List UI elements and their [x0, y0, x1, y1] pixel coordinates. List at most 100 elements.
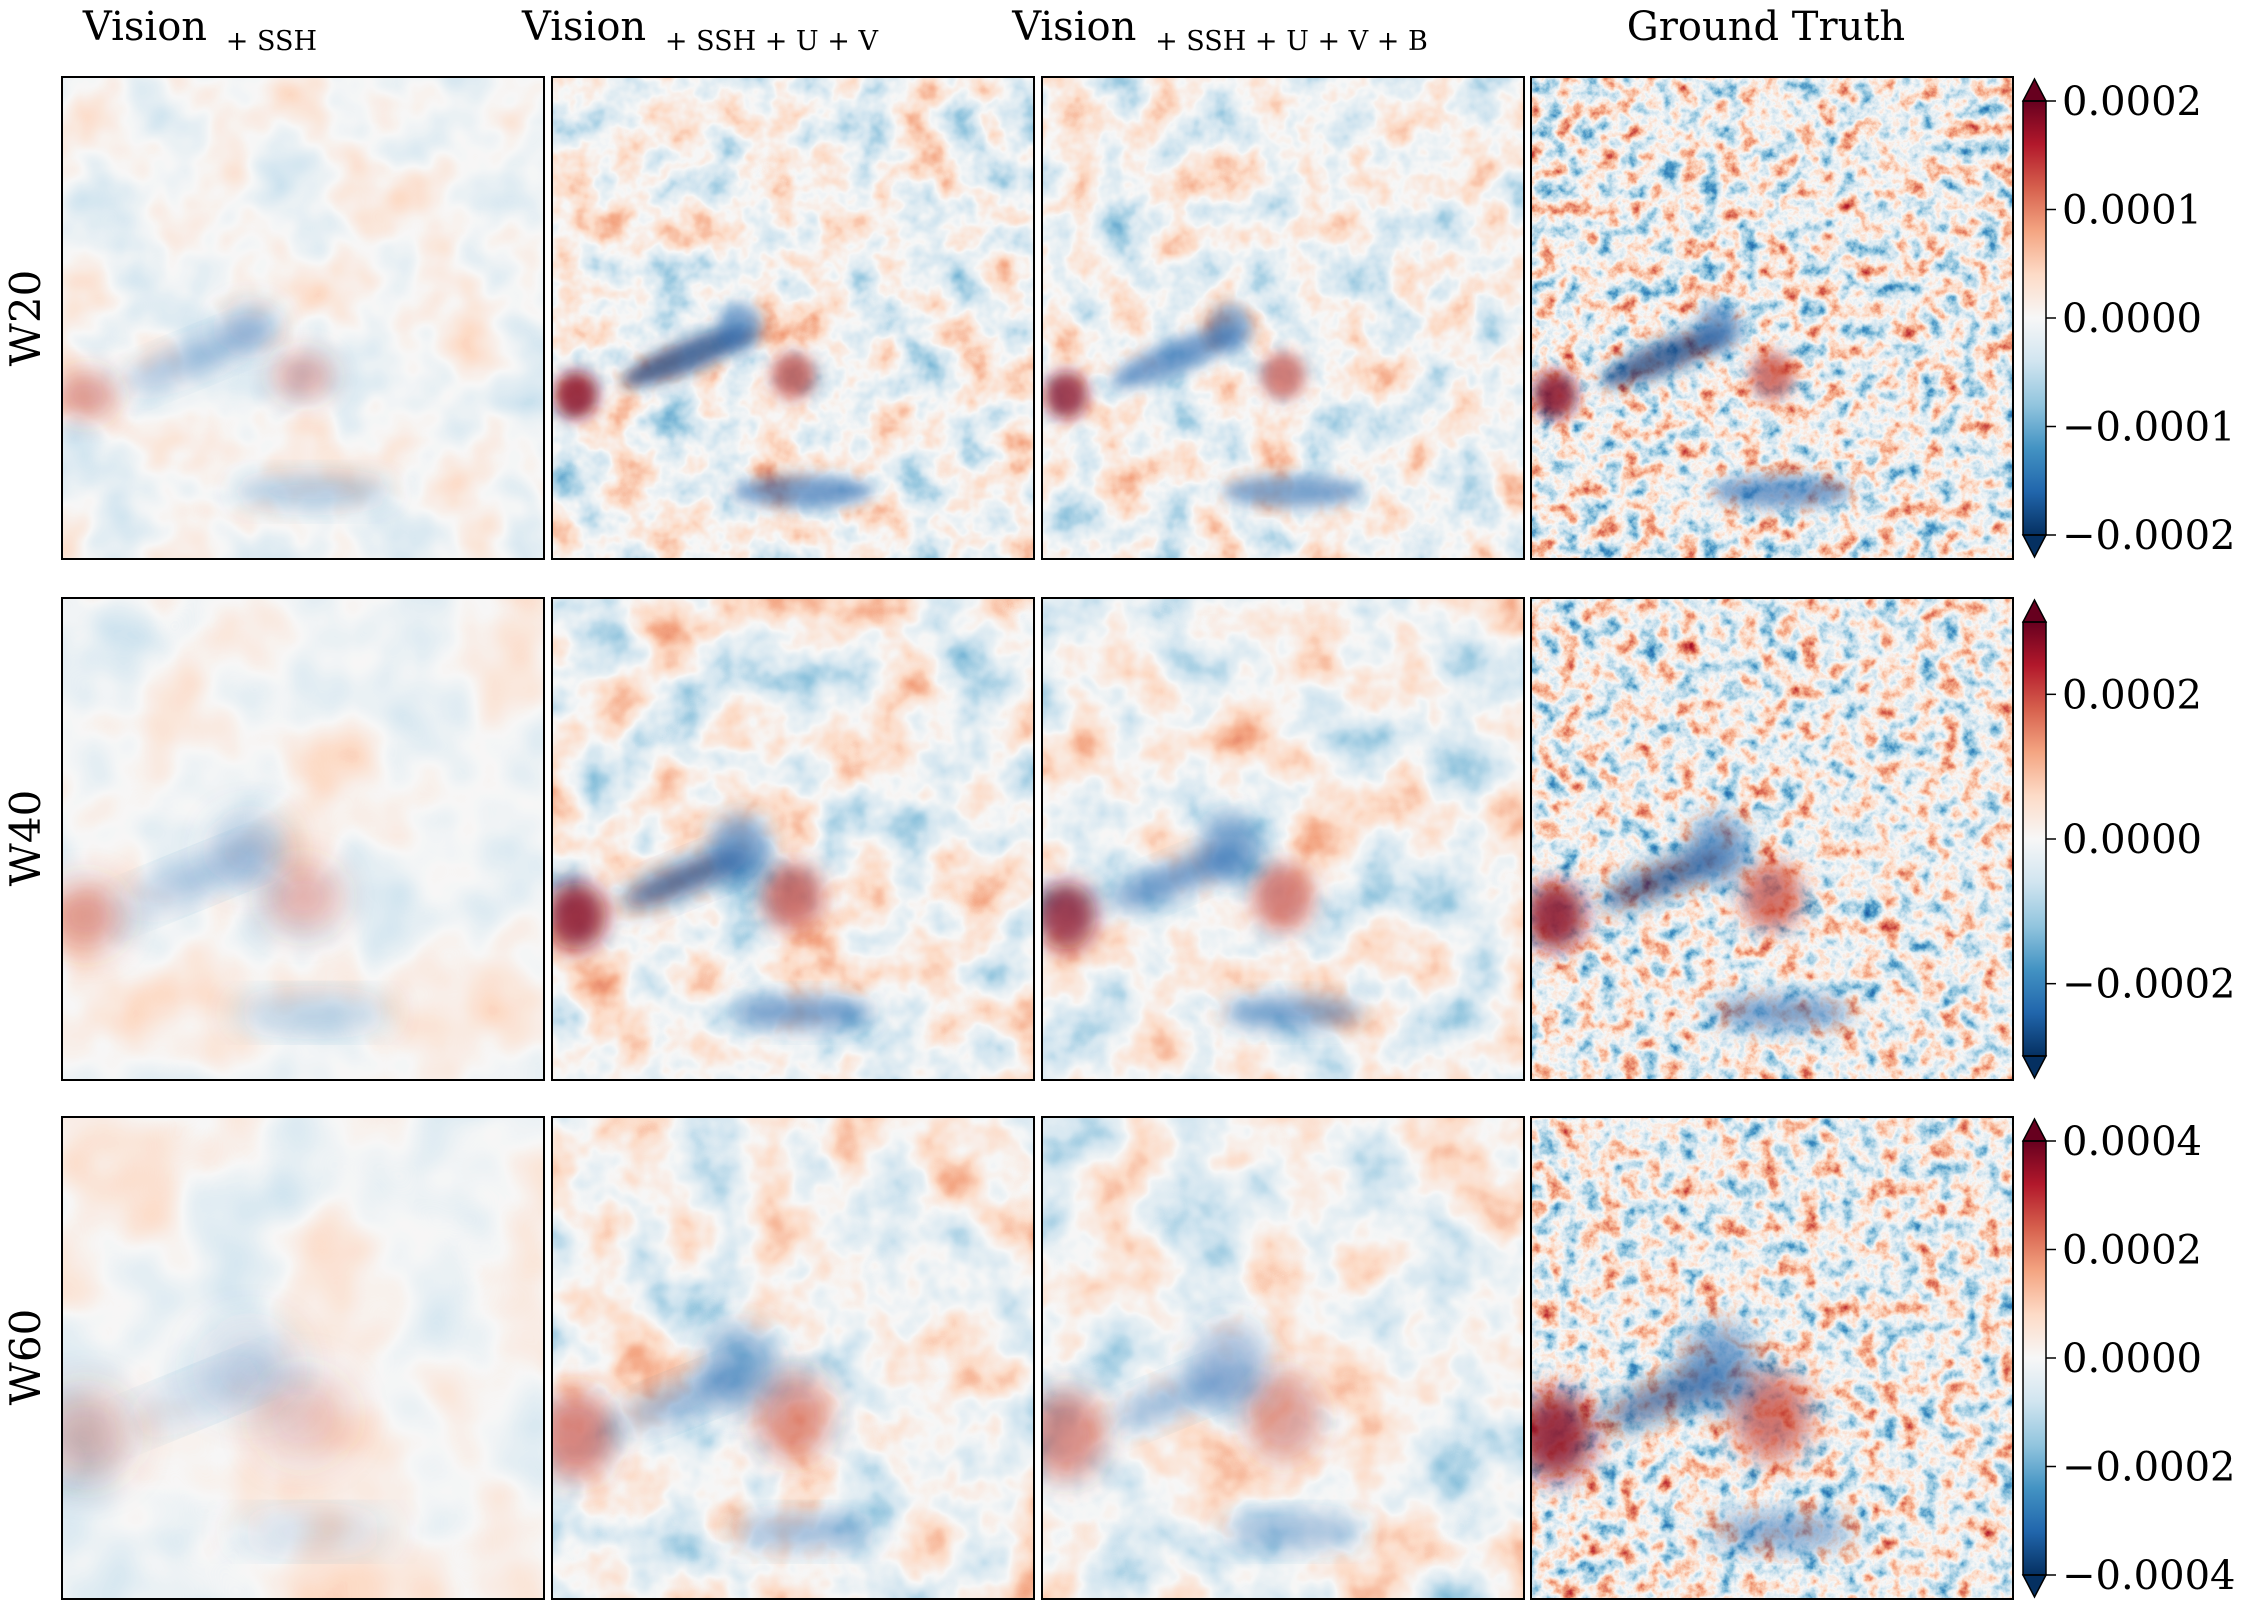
colorbar-extend-bottom [2021, 1055, 2048, 1080]
column-title-1-base: Vision [82, 4, 207, 50]
field-feature-eddy-west [552, 882, 607, 951]
column-title-3-sub: + SSH + U + V + B [1155, 26, 1428, 57]
field-feature-eddy-west [552, 1391, 615, 1480]
field-feature-filament-center [273, 351, 333, 400]
field-feature-eddy-west [1533, 371, 1578, 420]
field-feature-low-center [1688, 814, 1749, 883]
field-feature-low-center [709, 814, 770, 883]
panel-frame [61, 1116, 545, 1600]
colorbar-extend-top [2021, 77, 2048, 102]
colorbar-tick-label: −0.0002 [2062, 1445, 2235, 1491]
field-feature-trough-south [1222, 996, 1363, 1029]
field-feature-trough-south [732, 475, 873, 508]
panel-frame [61, 76, 545, 560]
field-feature-front-band [1111, 326, 1243, 387]
colorbar-gradient [2023, 101, 2046, 535]
column-title-2: Vision + SSH + U + V [521, 4, 878, 57]
colorbar-tick-label: 0.0000 [2062, 817, 2202, 863]
column-title-2-sub: + SSH + U + V [665, 26, 879, 57]
field-feature-trough-south [234, 996, 391, 1029]
panel-frame [1041, 1116, 1525, 1600]
panel-frame [1530, 76, 2014, 560]
field-feature-low-center [219, 303, 280, 352]
field-feature-trough-south [732, 996, 873, 1029]
colorbar-extend-bottom [2021, 1574, 2048, 1599]
field-feature-filament-center [755, 1371, 831, 1460]
row-label-1: W20 [1, 270, 50, 367]
field-feature-trough-south [1222, 1515, 1363, 1548]
panel-r1-c3 [1041, 76, 1525, 560]
field-feature-low-center [1680, 1323, 1757, 1412]
field-feature-filament-center [1261, 351, 1305, 400]
panel-frame [1041, 597, 1525, 1081]
colorbar-tick-label: −0.0002 [2062, 962, 2235, 1008]
field-feature-eddy-west [554, 371, 599, 420]
field-feature-front-band [1600, 326, 1732, 387]
field-feature-low-center [1207, 303, 1252, 352]
colorbar-tick-label: 0.0001 [2062, 188, 2202, 234]
column-title-1-sub: + SSH [226, 26, 317, 57]
panel-frame [1041, 76, 1525, 560]
panel-r3-c4 [1530, 1116, 2014, 1600]
field-feature-low-center [211, 814, 288, 883]
panel-r2-c1 [61, 597, 545, 1081]
colorbar-row-2: 0.0002 0.0000 −0.0002 [2021, 598, 2235, 1080]
column-title-3: Vision + SSH + U + V + B [1011, 4, 1428, 57]
field-feature-eddy-west [62, 882, 125, 951]
field-feature-trough-south [1711, 1515, 1852, 1548]
panel-frame [551, 597, 1035, 1081]
panel-frame [1530, 597, 2014, 1081]
field-feature-filament-center [265, 862, 341, 931]
field-feature-eddy-west [1531, 882, 1586, 951]
field-feature-filament-center [1750, 351, 1794, 400]
colorbar-gradient [2023, 622, 2046, 1056]
column-title-2-base: Vision [521, 4, 646, 50]
row-label-2: W40 [1, 790, 50, 887]
field-feature-low-center [1696, 303, 1741, 352]
field-feature-low-center [701, 1323, 778, 1412]
panel-r1-c2 [551, 76, 1035, 560]
field-feature-trough-south [1711, 475, 1852, 508]
field-feature-eddy-west [62, 1391, 133, 1480]
field-feature-filament-center [771, 351, 815, 400]
field-feature-low-center [717, 303, 762, 352]
field-feature-trough-south [1222, 475, 1363, 508]
column-title-4: Ground Truth [1627, 4, 1905, 50]
colorbar-tick-label: 0.0000 [2062, 296, 2202, 342]
field-feature-filament-center [1245, 1371, 1321, 1460]
field-feature-low-center [1199, 814, 1260, 883]
panel-r2-c4 [1530, 597, 2014, 1081]
field-feature-eddy-west [62, 371, 117, 420]
panel-frame [61, 597, 545, 1081]
field-feature-trough-south [234, 1515, 391, 1548]
colorbar-row-3: 0.0004 0.0002 0.0000 −0.0002 −0.0004 [2021, 1117, 2235, 1599]
colorbar-gradient [2023, 1141, 2046, 1575]
column-title-1: Vision + SSH [82, 4, 317, 57]
field-feature-front-band [621, 326, 753, 387]
colorbar-tick-label: −0.0004 [2062, 1553, 2235, 1599]
field-feature-filament-center [1253, 862, 1313, 931]
field-feature-eddy-west [1044, 371, 1089, 420]
colorbar-tick-label: 0.0002 [2062, 1228, 2202, 1274]
panel-frame [551, 76, 1035, 560]
panel-frame [1530, 1116, 2014, 1600]
colorbar-tick-label: 0.0004 [2062, 1119, 2202, 1165]
colorbar-extend-top [2021, 598, 2048, 623]
colorbar-tick-label: −0.0002 [2062, 513, 2235, 559]
colorbar-extend-top [2021, 1117, 2048, 1142]
colorbar-tick-label: 0.0002 [2062, 79, 2202, 125]
field-feature-trough-south [732, 1515, 873, 1548]
colorbar-tick-label: −0.0001 [2062, 405, 2235, 451]
field-feature-low-center [1191, 1323, 1268, 1412]
field-feature-eddy-west [1042, 882, 1097, 951]
field-feature-low-center [203, 1323, 296, 1412]
panel-r1-c1 [61, 76, 545, 560]
field-feature-filament-center [763, 862, 823, 931]
panel-r3-c3 [1041, 1116, 1525, 1600]
field-feature-filament-center [1742, 862, 1802, 931]
panel-frame [551, 1116, 1035, 1600]
panel-r2-c3 [1041, 597, 1525, 1081]
panel-r3-c1 [61, 1116, 545, 1600]
panel-r2-c2 [551, 597, 1035, 1081]
